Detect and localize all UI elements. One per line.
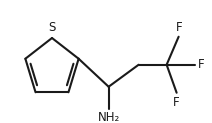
Text: NH₂: NH₂ <box>98 111 120 123</box>
Text: F: F <box>198 58 204 71</box>
Text: S: S <box>48 21 56 34</box>
Text: F: F <box>173 96 180 109</box>
Text: F: F <box>176 21 183 34</box>
